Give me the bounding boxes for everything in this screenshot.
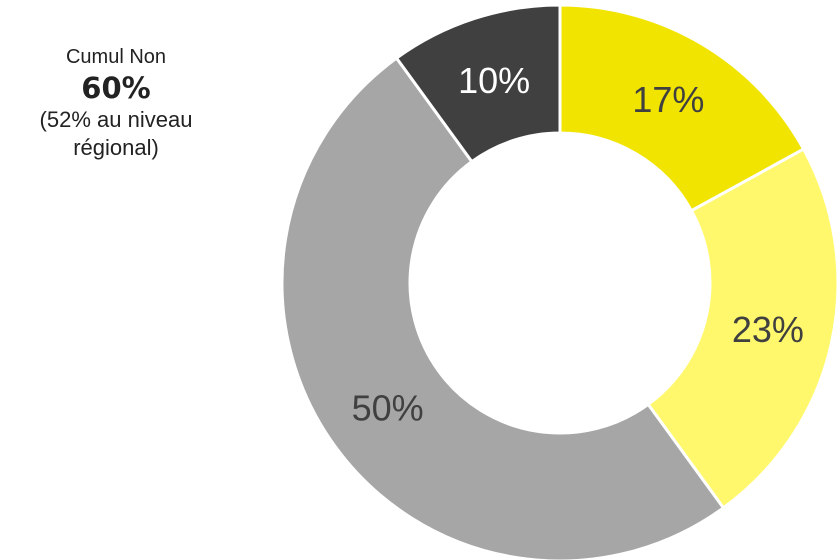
annotation-line-3: (52% au niveau bbox=[39, 107, 193, 132]
annotation-line-4: régional) bbox=[73, 135, 159, 160]
cumulative-no-annotation: Cumul Non 60% (52% au niveau régional) bbox=[0, 44, 232, 162]
donut-slice-4 bbox=[395, 3, 562, 164]
donut-slices bbox=[280, 3, 838, 560]
donut-labels: 17% 23% 50% 10% bbox=[352, 60, 804, 429]
slice-label-4: 10% bbox=[458, 60, 530, 101]
slice-label-2: 23% bbox=[732, 309, 804, 350]
donut-slice-3 bbox=[280, 56, 725, 560]
donut-slice-2 bbox=[646, 147, 838, 510]
slice-label-3: 50% bbox=[352, 388, 424, 429]
annotation-line-1: Cumul Non bbox=[65, 46, 167, 68]
donut-slice-1 bbox=[558, 3, 806, 213]
annotation-line-2: 60% bbox=[81, 71, 151, 105]
slice-label-1: 17% bbox=[632, 79, 704, 120]
